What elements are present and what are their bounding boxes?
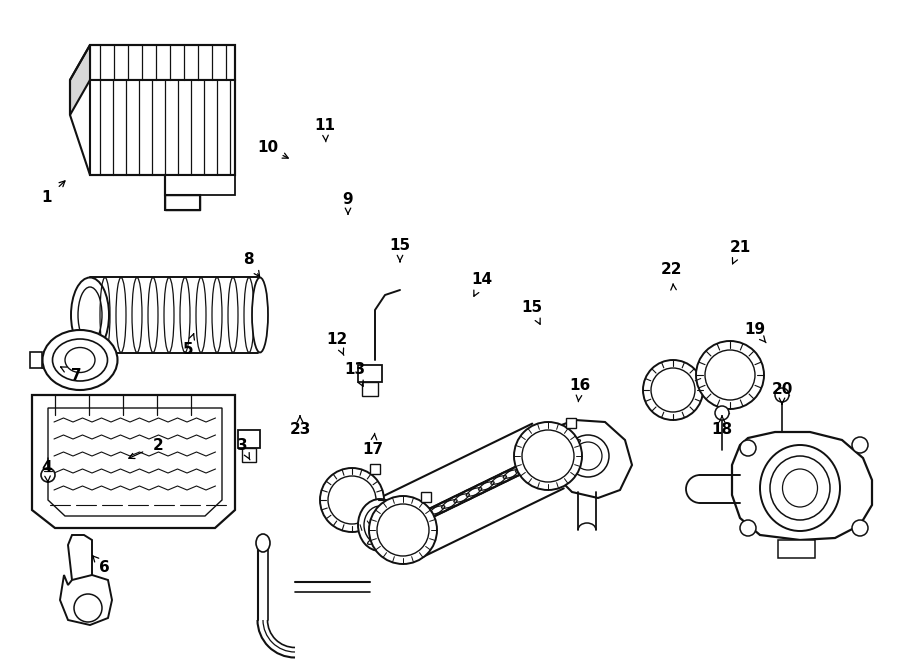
Polygon shape [778, 540, 815, 558]
Text: 12: 12 [327, 332, 347, 348]
Polygon shape [165, 175, 235, 195]
Polygon shape [165, 195, 200, 210]
Text: 13: 13 [345, 362, 365, 377]
Ellipse shape [256, 534, 270, 552]
Circle shape [715, 406, 729, 420]
Polygon shape [548, 420, 632, 498]
Polygon shape [30, 352, 42, 368]
Ellipse shape [364, 506, 396, 544]
Text: 4: 4 [41, 461, 52, 475]
Text: 20: 20 [771, 383, 793, 397]
Circle shape [74, 594, 102, 622]
Text: 15: 15 [521, 301, 543, 315]
Polygon shape [732, 432, 872, 540]
Circle shape [775, 388, 789, 402]
Polygon shape [70, 45, 90, 115]
Circle shape [651, 368, 695, 412]
Circle shape [514, 422, 582, 490]
Polygon shape [90, 80, 235, 175]
Circle shape [369, 496, 437, 564]
Circle shape [740, 440, 756, 456]
Circle shape [320, 468, 384, 532]
Text: 22: 22 [662, 262, 683, 278]
Text: 19: 19 [744, 323, 766, 338]
Ellipse shape [770, 456, 830, 520]
Text: 8: 8 [243, 253, 253, 268]
Ellipse shape [71, 278, 109, 352]
Circle shape [852, 520, 868, 536]
Circle shape [740, 520, 756, 536]
Ellipse shape [65, 348, 95, 373]
Circle shape [705, 350, 755, 400]
Polygon shape [566, 418, 576, 428]
Text: 21: 21 [729, 241, 751, 256]
Text: 16: 16 [570, 377, 590, 393]
Polygon shape [370, 464, 380, 474]
Polygon shape [238, 430, 260, 448]
Text: 9: 9 [343, 192, 354, 208]
Polygon shape [68, 535, 92, 580]
Text: 2: 2 [153, 438, 164, 453]
Text: 7: 7 [71, 368, 81, 383]
Ellipse shape [42, 330, 118, 390]
Polygon shape [242, 448, 256, 462]
Text: 18: 18 [711, 422, 733, 438]
Text: 17: 17 [363, 442, 383, 457]
Text: 14: 14 [472, 272, 492, 288]
Text: 10: 10 [257, 141, 279, 155]
Text: 1: 1 [41, 190, 52, 206]
Circle shape [643, 360, 703, 420]
Ellipse shape [760, 445, 840, 531]
Circle shape [41, 468, 55, 482]
Polygon shape [421, 492, 431, 502]
Ellipse shape [52, 339, 107, 381]
Text: 11: 11 [314, 118, 336, 132]
Polygon shape [362, 382, 378, 396]
Polygon shape [32, 395, 235, 528]
Text: 3: 3 [237, 438, 248, 453]
Text: 23: 23 [289, 422, 310, 438]
Text: 6: 6 [99, 561, 110, 576]
Text: 5: 5 [183, 342, 194, 358]
Polygon shape [60, 575, 112, 625]
Ellipse shape [358, 499, 402, 551]
Circle shape [852, 437, 868, 453]
Ellipse shape [78, 287, 102, 343]
Polygon shape [90, 45, 235, 80]
Ellipse shape [252, 278, 268, 352]
Text: 15: 15 [390, 237, 410, 253]
Polygon shape [358, 365, 382, 382]
Circle shape [696, 341, 764, 409]
